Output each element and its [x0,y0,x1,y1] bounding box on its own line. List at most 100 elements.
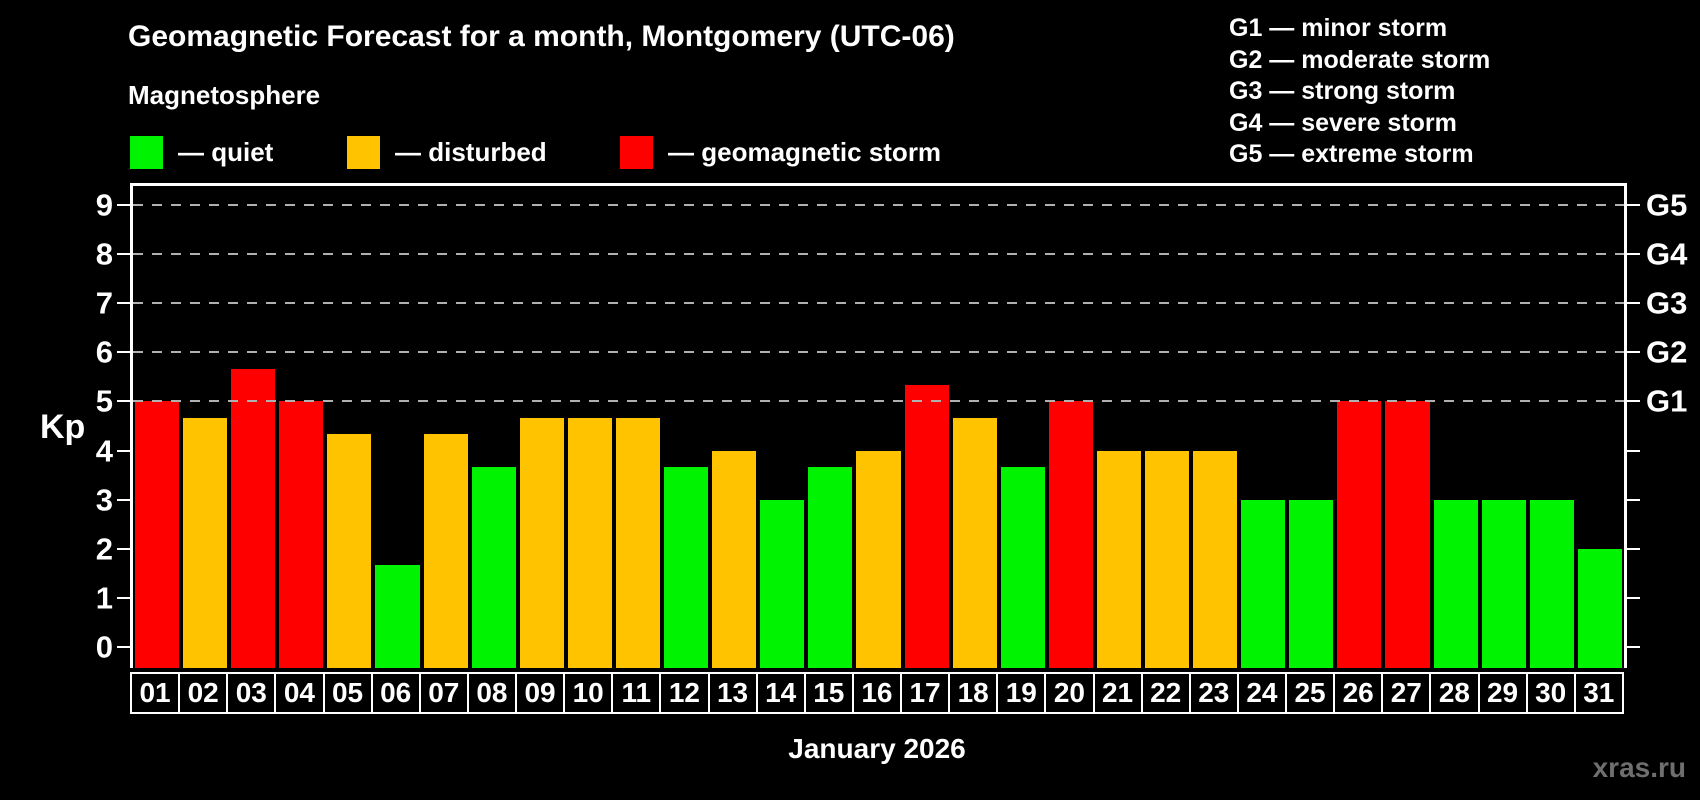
kp-axis-title: Kp [40,408,86,446]
gridline-kp5 [133,400,1624,403]
y-tick-left-9 [117,204,130,207]
kp-bar-day-22 [1144,450,1190,668]
day-label-11: 11 [611,672,662,714]
day-label-07: 07 [418,672,469,714]
day-label-04: 04 [274,672,325,714]
day-label-20: 20 [1044,672,1095,714]
kp-bar-day-14 [760,499,805,668]
y-tick-right-7 [1627,302,1640,305]
day-label-02: 02 [178,672,229,714]
legend-swatch-storm-icon [620,135,653,169]
kp-bar-day-10 [567,417,612,668]
y-axis-label-7: 7 [95,285,113,321]
y-tick-left-2 [117,547,130,550]
day-label-09: 09 [515,672,566,714]
kp-bar-day-01 [135,401,180,668]
y-axis-label-4: 4 [95,433,113,469]
kp-bar-day-18 [952,417,997,668]
day-label-18: 18 [948,672,999,714]
day-label-05: 05 [322,672,373,714]
day-label-30: 30 [1525,672,1576,714]
day-label-21: 21 [1092,672,1143,714]
day-label-29: 29 [1477,672,1528,714]
day-label-13: 13 [707,672,758,714]
bar-slot-day-31 [1576,186,1624,668]
day-label-14: 14 [755,672,806,714]
month-label: January 2026 [788,733,966,764]
day-label-15: 15 [803,672,854,714]
storm-scale-legend: G1 — minor storm G2 — moderate storm G3 — … [1229,13,1490,171]
page-title: Geomagnetic Forecast for a month, Montgo… [128,20,955,53]
bar-slot-day-12 [662,186,710,668]
bars-container [133,186,1624,668]
legend-label-storm: — geomagnetic storm [668,136,942,167]
magnetosphere-legend: — quiet — disturbed — geomagnetic storm [0,135,1700,169]
day-label-28: 28 [1429,672,1480,714]
bar-slot-day-15 [806,186,854,668]
bar-slot-day-16 [854,186,902,668]
y-tick-right-8 [1627,253,1640,256]
kp-bar-chart: 0 1 2 3 4 5 6 7 8 9 G1 G2 G3 G4 G5 [96,183,1687,668]
y-tick-right-6 [1627,351,1640,354]
y-axis-label-6: 6 [95,334,113,370]
bar-slot-day-05 [325,186,373,668]
storm-scale-line-g4: G4 — severe storm [1229,108,1457,137]
day-label-06: 06 [370,672,421,714]
bar-slot-day-21 [1095,186,1143,668]
kp-bar-day-09 [519,417,564,668]
storm-scale-line-g1: G1 — minor storm [1229,14,1448,42]
day-label-08: 08 [466,672,517,714]
y-tick-left-7 [117,302,130,305]
legend-item-quiet: — quiet [130,135,273,169]
bar-slot-day-09 [518,186,566,668]
day-label-01: 01 [130,672,181,714]
legend-swatch-quiet-icon [130,135,163,169]
day-label-23: 23 [1188,672,1239,714]
kp-bar-day-12 [664,466,709,668]
kp-bar-day-31 [1577,548,1622,668]
bar-slot-day-26 [1335,186,1383,668]
storm-scale-line-g5: G5 — extreme storm [1229,140,1474,168]
g-scale-label-g4: G4 [1646,236,1688,272]
bar-slot-day-27 [1383,186,1431,668]
kp-bar-day-25 [1289,499,1334,668]
y-axis-label-3: 3 [95,482,113,518]
y-axis-label-1: 1 [95,580,113,616]
kp-bar-day-16 [856,450,901,668]
kp-bar-day-02 [183,417,228,668]
kp-bar-day-06 [375,564,420,668]
y-tick-left-5 [117,400,130,403]
bar-slot-day-22 [1143,186,1191,668]
kp-bar-day-13 [712,450,757,668]
g-scale-label-g2: G2 [1646,334,1688,370]
y-tick-right-3 [1627,498,1640,501]
kp-bar-day-29 [1481,499,1526,668]
bar-slot-day-19 [999,186,1047,668]
bar-slot-day-04 [277,186,325,668]
bar-slot-day-01 [133,186,181,668]
bar-slot-day-30 [1528,186,1576,668]
bar-slot-day-24 [1239,186,1287,668]
bar-slot-day-03 [229,186,277,668]
kp-bar-day-05 [327,434,372,668]
bar-slot-day-23 [1191,186,1239,668]
day-label-03: 03 [226,672,277,714]
kp-bar-day-07 [423,434,468,668]
y-axis-label-5: 5 [95,383,113,419]
gridline-kp6 [133,351,1624,354]
kp-bar-day-08 [471,466,516,668]
y-tick-left-8 [117,253,130,256]
kp-bar-day-20 [1048,401,1093,668]
g-scale-label-g5: G5 [1646,187,1688,223]
kp-bar-day-27 [1385,401,1430,668]
day-axis: 01 02 03 04 05 06 07 08 09 10 11 12 13 14 15 16 17 18 19 20… [130,672,1624,714]
bar-slot-day-06 [373,186,421,668]
y-tick-right-5 [1627,400,1640,403]
bar-slot-day-08 [470,186,518,668]
bar-slot-day-14 [758,186,806,668]
gridline-kp7 [133,302,1624,305]
legend-item-storm: — geomagnetic storm [620,135,941,169]
bar-slot-day-18 [951,186,999,668]
bar-slot-day-10 [566,186,614,668]
kp-bar-day-19 [1000,466,1045,668]
